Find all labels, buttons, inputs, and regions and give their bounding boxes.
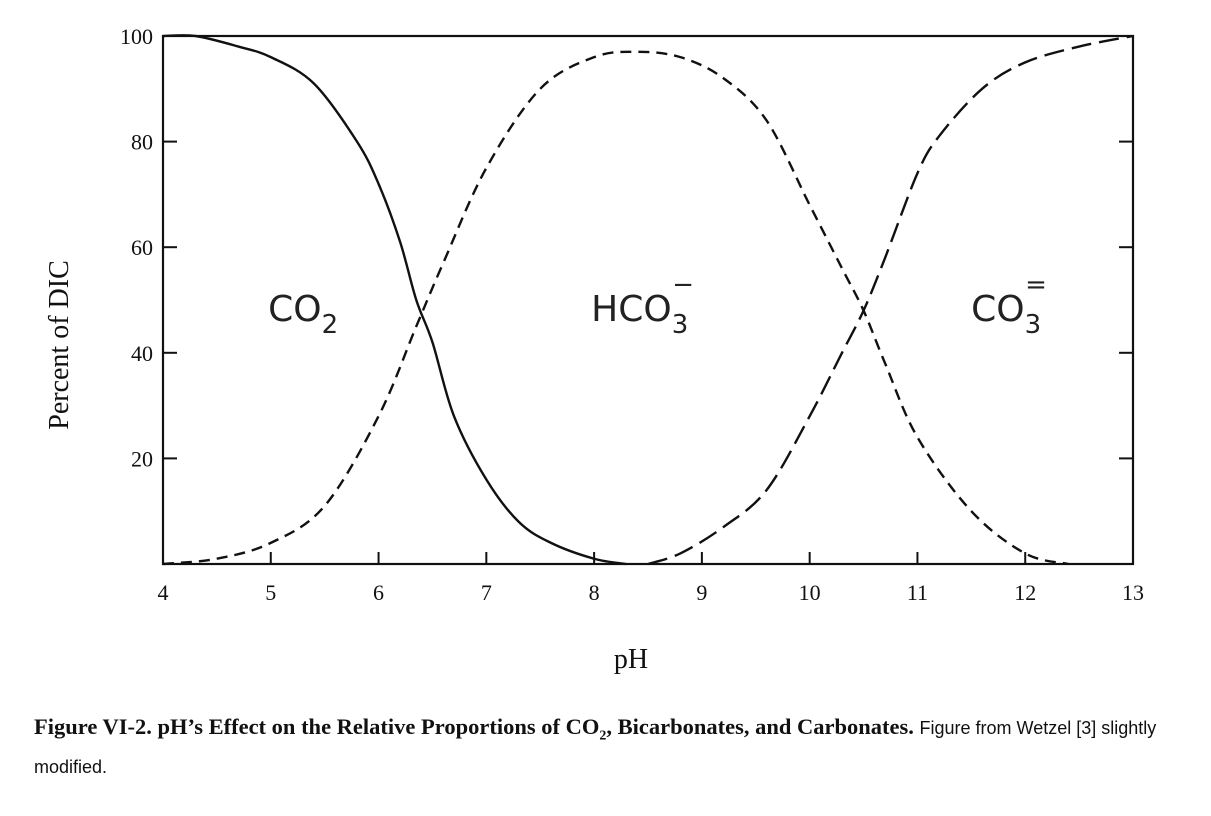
x-axis-title: pH <box>614 644 648 675</box>
caption-title: Figure VI-2. pH’s Effect on the Relative… <box>34 714 914 744</box>
x-tick-label: 5 <box>265 580 276 605</box>
series-lines <box>162 34 1134 566</box>
y-axis-title: Percent of DIC <box>44 260 75 430</box>
series-line-3 <box>647 34 1134 566</box>
series-label-2: HCO3− <box>591 270 694 340</box>
series-line-2 <box>162 50 1069 566</box>
figure-caption: Figure VI-2. pH’s Effect on the Relative… <box>34 708 1194 786</box>
x-tick-label: 6 <box>373 580 384 605</box>
x-tick-label: 4 <box>158 580 169 605</box>
caption-source: Figure from Wetzel [3] slightly modified… <box>34 718 1157 777</box>
x-tick-label: 11 <box>907 580 928 605</box>
y-tick-label: 40 <box>131 341 153 366</box>
axis-ticks: 4 5 6 7 8 9 10 11 12 13 20 40 60 80 100 <box>120 24 1144 605</box>
series-line-1 <box>162 34 627 566</box>
x-tick-label: 9 <box>696 580 707 605</box>
x-tick-label: 13 <box>1122 580 1144 605</box>
series-labels: CO2 HCO3− CO3= <box>268 270 1047 340</box>
x-tick-label: 10 <box>799 580 821 605</box>
y-tick-label: 60 <box>131 235 153 260</box>
x-tick-label: 8 <box>589 580 600 605</box>
series-label-3: CO3= <box>971 270 1047 340</box>
y-tick-label: 100 <box>120 24 153 49</box>
chart: 4 5 6 7 8 9 10 11 12 13 20 40 60 80 100 CO2 HCO3− CO3= p… <box>44 24 1144 675</box>
y-tick-label: 80 <box>131 130 153 155</box>
x-tick-label: 7 <box>481 580 492 605</box>
x-tick-label: 12 <box>1014 580 1036 605</box>
y-tick-label: 20 <box>131 446 153 471</box>
series-label-1: CO2 <box>268 289 338 340</box>
